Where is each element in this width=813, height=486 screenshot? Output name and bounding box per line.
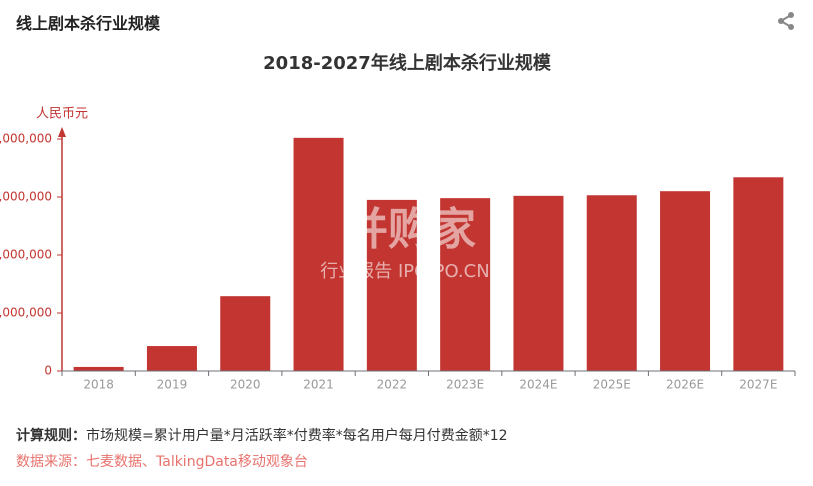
y-tick-label: 0 [44, 364, 52, 378]
chart-title: 2018-2027年线上剧本杀行业规模 [263, 52, 552, 74]
x-tick-label: 2018 [83, 378, 114, 392]
x-tick-label: 2020 [230, 378, 261, 392]
rule-label: 计算规则： [16, 428, 86, 444]
x-tick-label: 2025E [593, 378, 631, 392]
chart: 2018-2027年线上剧本杀行业规模 人民币元 0 1,000,000 2,000… [0, 52, 796, 392]
source: 数据来源：七麦数据、TalkingData移动观象台 [16, 454, 308, 470]
rule-text: 市场规模=累计用户量*月活跃率*付费率*每名用户每月付费金额*12 [86, 428, 508, 444]
bar [73, 366, 124, 371]
y-tick-label: 4,000,000 [0, 132, 52, 146]
bar [586, 195, 637, 371]
bar [146, 346, 197, 371]
y-axis-name: 人民币元 [36, 107, 88, 122]
x-tick-label: 2021 [303, 378, 334, 392]
bar [660, 191, 711, 371]
x-tick-label: 2027E [739, 378, 777, 392]
x-tick-label: 2026E [666, 378, 704, 392]
y-axis-arrow [58, 127, 66, 137]
bar [513, 195, 564, 371]
x-tick-label: 2022 [377, 378, 408, 392]
x-tick-label: 2019 [157, 378, 188, 392]
y-tick-label: 3,000,000 [0, 190, 52, 204]
x-tick-label: 2023E [446, 378, 484, 392]
bar [440, 198, 491, 371]
watermark: 并购家 [344, 204, 476, 255]
y-tick-label: 1,000,000 [0, 306, 52, 320]
y-tick-label: 2,000,000 [0, 248, 52, 262]
bar [366, 199, 417, 371]
x-tick-label: 2024E [519, 378, 557, 392]
bar [220, 296, 271, 371]
share-icon[interactable] [777, 12, 795, 30]
card-title: 线上剧本杀行业规模 [16, 14, 161, 33]
bar [293, 137, 344, 371]
calc-rule: 计算规则：市场规模=累计用户量*月活跃率*付费率*每名用户每月付费金额*12 [16, 425, 508, 445]
watermark: 行业报告 IPOIPO.CN [320, 261, 489, 282]
bar [733, 177, 784, 371]
